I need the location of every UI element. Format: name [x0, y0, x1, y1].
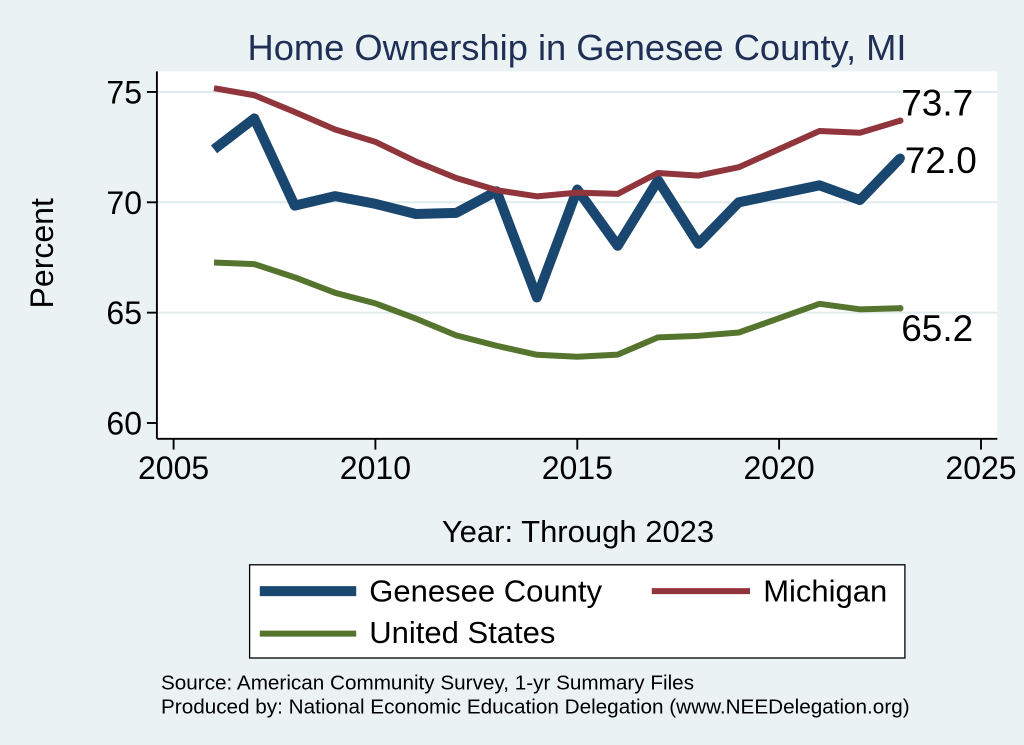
svg-text:United States: United States: [369, 615, 555, 650]
svg-text:2025: 2025: [945, 450, 1016, 486]
svg-text:65.2: 65.2: [901, 308, 973, 349]
svg-text:Year: Through 2023: Year: Through 2023: [442, 514, 714, 549]
svg-text:70: 70: [106, 185, 142, 221]
svg-text:65: 65: [106, 295, 142, 331]
svg-text:Home Ownership in Genesee Coun: Home Ownership in Genesee County, MI: [247, 27, 906, 68]
svg-text:Michigan: Michigan: [763, 573, 887, 608]
svg-text:2010: 2010: [340, 450, 411, 486]
svg-text:60: 60: [106, 406, 142, 442]
svg-text:Percent: Percent: [24, 198, 60, 308]
svg-text:72.0: 72.0: [905, 140, 977, 181]
svg-text:Produced by: National Economic: Produced by: National Economic Education…: [161, 695, 910, 718]
svg-text:Source: American Community Sur: Source: American Community Survey, 1-yr …: [161, 672, 694, 695]
svg-text:2015: 2015: [542, 450, 613, 486]
svg-text:73.7: 73.7: [901, 83, 973, 124]
svg-text:75: 75: [106, 74, 142, 110]
svg-text:2020: 2020: [744, 450, 815, 486]
svg-text:2005: 2005: [138, 450, 209, 486]
svg-text:Genesee County: Genesee County: [369, 573, 602, 608]
